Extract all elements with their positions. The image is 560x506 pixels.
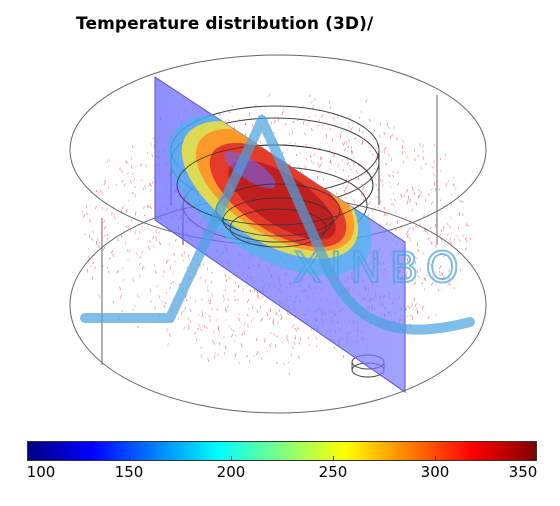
- colorbar-tick-label: 100: [26, 463, 56, 481]
- colorbar-tick-mark: [435, 456, 436, 461]
- figure-title: Temperature distribution (3D)/: [76, 14, 374, 34]
- colorbar-tick-mark: [27, 456, 28, 461]
- temperature-3d-scene: XINBO: [69, 54, 487, 414]
- colorbar-tick-label: 350: [508, 463, 538, 481]
- watermark-logo: XINBO: [80, 115, 475, 335]
- colorbar-gradient: [27, 441, 537, 461]
- colorbar-tick-label: 150: [114, 463, 144, 481]
- colorbar-tick-label: 300: [420, 463, 450, 481]
- colorbar-tick-label: 200: [216, 463, 246, 481]
- temperature-slice-plane: [154, 76, 406, 393]
- colorbar-legend: 100 150 200 250 300 350: [27, 441, 537, 491]
- watermark-text: XINBO: [293, 243, 467, 292]
- colorbar-tick-label: 250: [318, 463, 348, 481]
- colorbar-tick-mark: [333, 456, 334, 461]
- colorbar-tick-mark: [536, 456, 537, 461]
- colorbar-tick-mark: [231, 456, 232, 461]
- colorbar-tick-mark: [129, 456, 130, 461]
